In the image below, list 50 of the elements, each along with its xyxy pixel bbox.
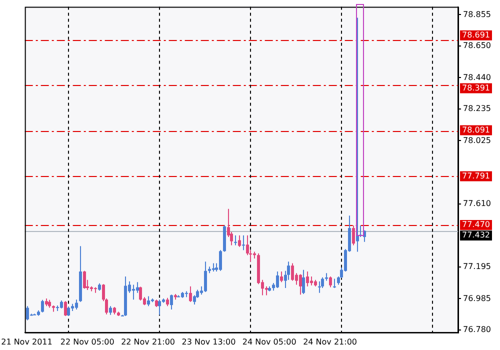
candlestick [132, 284, 135, 300]
candlestick [356, 17, 359, 252]
candlestick [234, 234, 237, 246]
candlestick [170, 294, 173, 310]
x-tick-label: 21 Nov 2011 [1, 337, 52, 346]
y-tick-label: 78.025 [463, 136, 491, 145]
ref-line-label: 77.432 [462, 230, 490, 240]
candlestick [318, 280, 321, 294]
ref-line-label: 77.470 [462, 220, 490, 230]
candlestick [136, 282, 139, 294]
y-tick-label: 78.440 [463, 72, 491, 82]
candlestick [291, 262, 294, 282]
candlestick [242, 234, 245, 251]
y-tick-label: 78.650 [463, 40, 491, 50]
candlestick [26, 306, 29, 321]
candlestick [276, 271, 279, 289]
candlestick [139, 286, 142, 302]
candlestick [158, 299, 161, 316]
y-tick-label: 78.235 [463, 104, 491, 113]
ref-line-label: 78.691 [462, 30, 490, 40]
ref-line-label: 78.391 [462, 83, 490, 92]
candlestick [321, 276, 324, 289]
candlestick [302, 269, 305, 294]
candlestick [352, 224, 355, 246]
candlestick [83, 270, 86, 290]
candlestick [238, 234, 241, 248]
x-tick-label: 23 Nov 13:00 [182, 337, 236, 346]
ref-line-label: 77.791 [462, 171, 490, 180]
y-tick-label: 76.985 [463, 294, 491, 303]
candlestick [280, 271, 283, 283]
x-tick-label: 22 Nov 05:00 [60, 337, 114, 346]
x-tick-label: 22 Nov 21:00 [121, 337, 176, 346]
x-tick-label: 24 Nov 21:00 [303, 337, 358, 346]
candlestick [147, 296, 150, 307]
y-tick-label: 76.780 [463, 324, 491, 334]
y-tick-label: 78.855 [463, 10, 491, 19]
candlestick [333, 278, 336, 289]
candlestick [64, 300, 67, 316]
candlestick [299, 274, 302, 296]
candlestick [41, 299, 44, 313]
candlestick [189, 286, 192, 302]
x-tick-label: 24 Nov 05:00 [242, 337, 296, 346]
candlestick [219, 250, 222, 272]
candlestick [306, 271, 309, 287]
ref-line-label: 78.091 [462, 125, 490, 134]
candlestick [75, 299, 78, 310]
candlestick [204, 261, 207, 293]
y-tick-label: 77.195 [463, 262, 491, 271]
y-tick-label: 77.610 [463, 198, 491, 208]
candlestick [329, 276, 332, 288]
